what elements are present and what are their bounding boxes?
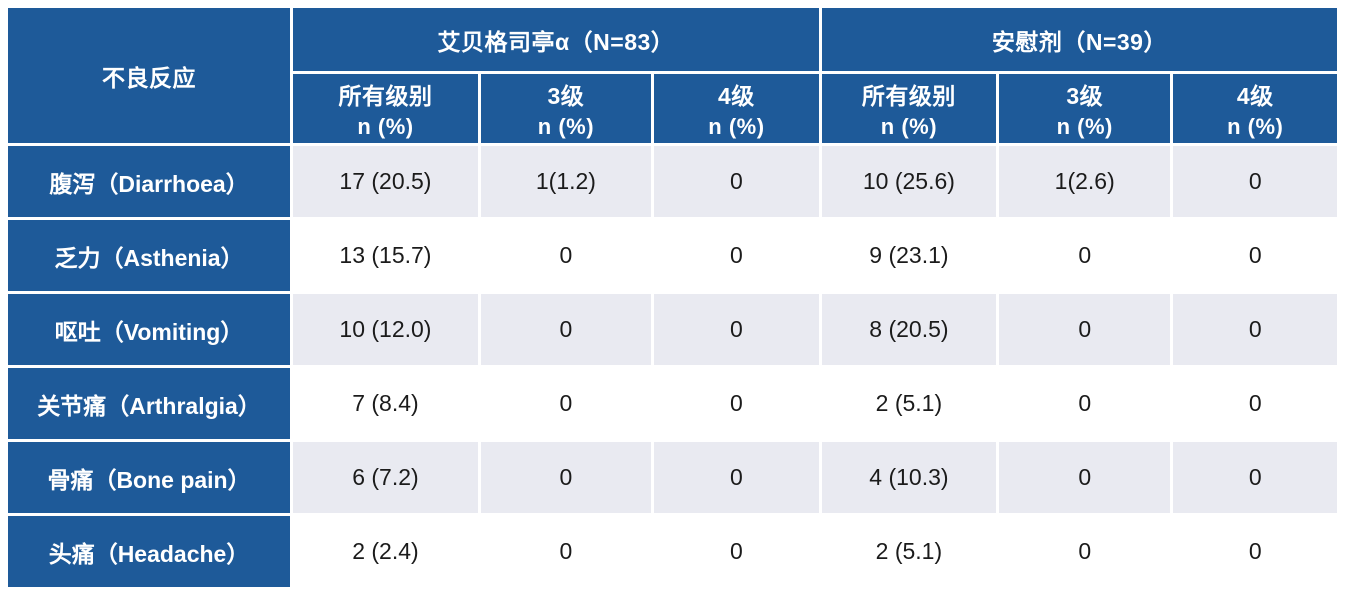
subheader-grade3-drug: 3级 n (%) [477, 71, 655, 146]
data-cell: 0 [1170, 217, 1340, 294]
data-cell: 2 (5.1) [818, 513, 999, 590]
row-label: 腹泻（Diarrhoea） [4, 143, 294, 220]
data-cell: 0 [1170, 143, 1340, 220]
data-cell: 0 [477, 365, 655, 442]
data-cell: 0 [651, 365, 822, 442]
row-label: 关节痛（Arthralgia） [4, 365, 294, 442]
data-cell: 0 [995, 217, 1174, 294]
subheader-grade-label: 4级 [1236, 83, 1274, 109]
data-cell: 0 [651, 513, 822, 590]
data-cell: 10 (12.0) [290, 291, 481, 368]
subheader-grade4-drug: 4级 n (%) [651, 71, 822, 146]
subheader-grade-label: 3级 [547, 83, 585, 109]
data-cell: 7 (8.4) [290, 365, 481, 442]
data-cell: 0 [651, 143, 822, 220]
data-cell: 0 [651, 439, 822, 516]
subheader-all-grades-placebo: 所有级别 n (%) [818, 71, 999, 146]
data-cell: 6 (7.2) [290, 439, 481, 516]
data-cell: 0 [477, 439, 655, 516]
header-subhead-row: 所有级别 n (%) 3级 n (%) 4级 n (%) 所有级别 n (%) … [7, 71, 1340, 146]
row-label: 骨痛（Bone pain） [4, 439, 294, 516]
data-cell: 17 (20.5) [290, 143, 481, 220]
subheader-grade-label: 所有级别 [861, 83, 956, 109]
adverse-reactions-table: 不良反应 艾贝格司亭α（N=83） 安慰剂（N=39） 所有级别 n (%) 3… [4, 5, 1341, 590]
row-label: 头痛（Headache） [4, 513, 294, 590]
data-cell: 0 [1170, 513, 1340, 590]
header-group-row: 不良反应 艾贝格司亭α（N=83） 安慰剂（N=39） [4, 5, 1341, 146]
table-row-asthenia: 乏力（Asthenia） 13 (15.7) 0 0 9 (23.1) 0 0 [4, 217, 1340, 294]
subheader-n-pct-label: n (%) [708, 114, 765, 139]
row-label: 乏力（Asthenia） [4, 217, 294, 294]
data-cell: 2 (5.1) [818, 365, 999, 442]
subheader-grade-label: 所有级别 [338, 83, 433, 109]
data-cell: 2 (2.4) [290, 513, 481, 590]
row-label: 呕吐（Vomiting） [4, 291, 294, 368]
data-cell: 13 (15.7) [290, 217, 481, 294]
subheader-all-grades-drug: 所有级别 n (%) [290, 71, 481, 146]
data-cell: 0 [1170, 365, 1340, 442]
subheader-grade4-placebo: 4级 n (%) [1170, 71, 1340, 146]
data-cell: 0 [995, 365, 1174, 442]
data-cell: 0 [651, 291, 822, 368]
subheader-n-pct-label: n (%) [1056, 114, 1113, 139]
data-cell: 0 [477, 513, 655, 590]
data-cell: 0 [995, 439, 1174, 516]
subheader-n-pct-label: n (%) [357, 114, 414, 139]
column-header-adverse-reaction: 不良反应 [4, 5, 294, 146]
table-row-bone-pain: 骨痛（Bone pain） 6 (7.2) 0 0 4 (10.3) 0 0 [4, 439, 1340, 516]
data-cell: 0 [1170, 291, 1340, 368]
data-cell: 10 (25.6) [818, 143, 999, 220]
subheader-n-pct-label: n (%) [537, 114, 595, 139]
data-cell: 4 (10.3) [818, 439, 999, 516]
subheader-grade-label: 3级 [1066, 83, 1104, 109]
group-header-efbemalenograstim: 艾贝格司亭α（N=83） [290, 5, 822, 74]
data-cell: 0 [651, 217, 822, 294]
table-row-vomiting: 呕吐（Vomiting） 10 (12.0) 0 0 8 (20.5) 0 0 [4, 291, 1340, 368]
subheader-grade3-placebo: 3级 n (%) [995, 71, 1174, 146]
subheader-grade-label: 4级 [718, 83, 755, 109]
data-cell: 0 [1170, 439, 1340, 516]
table-row-diarrhoea: 腹泻（Diarrhoea） 17 (20.5) 1(1.2) 0 10 (25.… [4, 143, 1340, 220]
table-row-headache: 头痛（Headache） 2 (2.4) 0 0 2 (5.1) 0 0 [4, 513, 1340, 590]
data-cell: 8 (20.5) [818, 291, 999, 368]
data-cell: 9 (23.1) [818, 217, 999, 294]
data-cell: 0 [995, 513, 1174, 590]
data-cell: 0 [995, 291, 1174, 368]
data-cell: 0 [477, 217, 655, 294]
data-cell: 1(2.6) [995, 143, 1174, 220]
subheader-n-pct-label: n (%) [1227, 114, 1284, 139]
subheader-n-pct-label: n (%) [880, 114, 938, 139]
table-row-arthralgia: 关节痛（Arthralgia） 7 (8.4) 0 0 2 (5.1) 0 0 [4, 365, 1340, 442]
group-header-placebo: 安慰剂（N=39） [818, 5, 1341, 74]
data-cell: 0 [477, 291, 655, 368]
data-cell: 1(1.2) [477, 143, 655, 220]
